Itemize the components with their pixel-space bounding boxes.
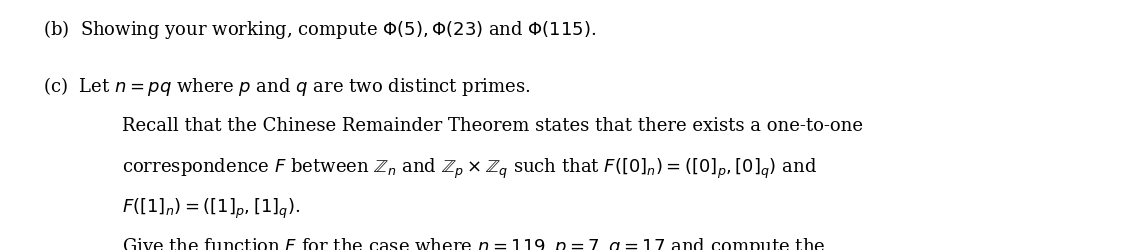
Text: $F([1]_n) = ([1]_p, [1]_q)$.: $F([1]_n) = ([1]_p, [1]_q)$. bbox=[122, 196, 300, 220]
Text: (b)  Showing your working, compute $\Phi(5), \Phi(23)$ and $\Phi(115)$.: (b) Showing your working, compute $\Phi(… bbox=[43, 18, 596, 40]
Text: correspondence $F$ between $\mathbb{Z}_n$ and $\mathbb{Z}_p \times \mathbb{Z}_q$: correspondence $F$ between $\mathbb{Z}_n… bbox=[122, 156, 817, 180]
Text: Give the function $F$ for the case where $n = 119, p = 7, q = 17$ and compute th: Give the function $F$ for the case where… bbox=[122, 235, 825, 250]
Text: (c)  Let $n = pq$ where $p$ and $q$ are two distinct primes.: (c) Let $n = pq$ where $p$ and $q$ are t… bbox=[43, 75, 531, 98]
Text: Recall that the Chinese Remainder Theorem states that there exists a one-to-one: Recall that the Chinese Remainder Theore… bbox=[122, 116, 863, 134]
